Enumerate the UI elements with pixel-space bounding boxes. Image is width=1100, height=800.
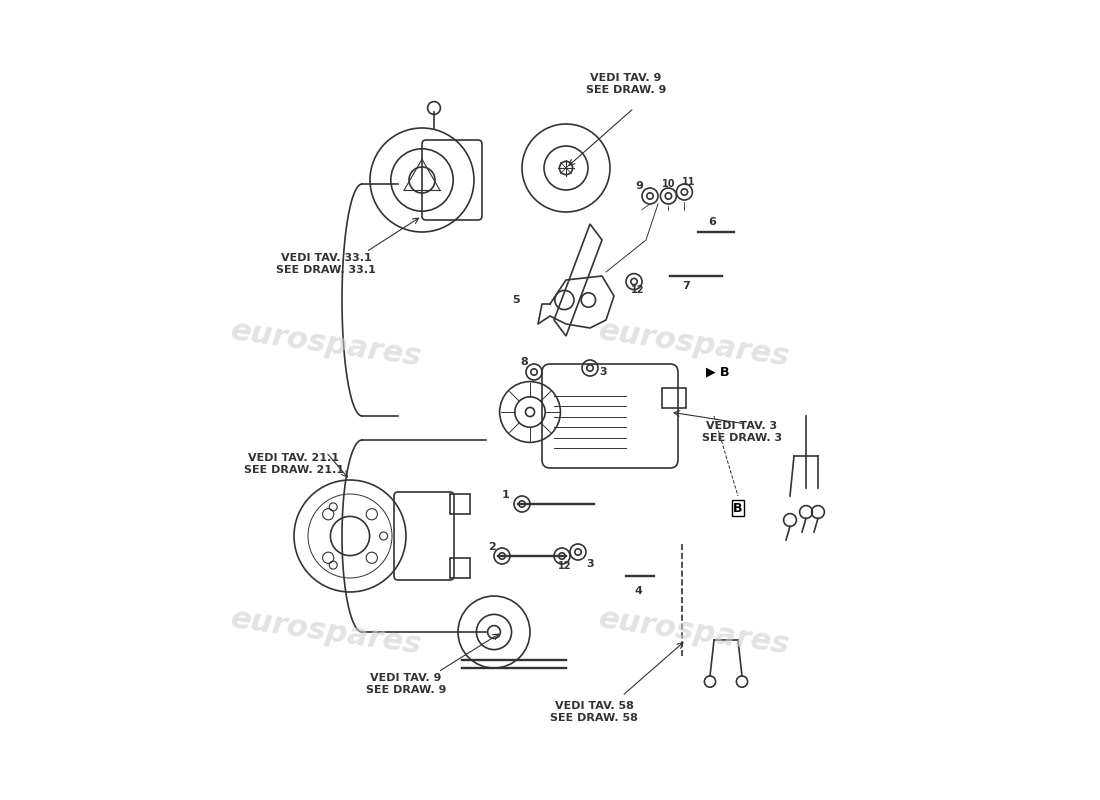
Text: 12: 12 — [558, 561, 571, 570]
Text: VEDI TAV. 21.1
SEE DRAW. 21.1: VEDI TAV. 21.1 SEE DRAW. 21.1 — [244, 453, 344, 475]
Text: 2: 2 — [487, 542, 495, 552]
Text: VEDI TAV. 9
SEE DRAW. 9: VEDI TAV. 9 SEE DRAW. 9 — [366, 674, 447, 694]
Text: eurospares: eurospares — [229, 604, 424, 660]
Text: eurospares: eurospares — [229, 316, 424, 372]
Text: 9: 9 — [636, 181, 644, 190]
Text: VEDI TAV. 58
SEE DRAW. 58: VEDI TAV. 58 SEE DRAW. 58 — [550, 701, 638, 723]
Text: VEDI TAV. 9
SEE DRAW. 9: VEDI TAV. 9 SEE DRAW. 9 — [586, 74, 667, 94]
Text: 6: 6 — [708, 218, 716, 227]
Text: ▶ B: ▶ B — [706, 366, 729, 378]
Text: VEDI TAV. 3
SEE DRAW. 3: VEDI TAV. 3 SEE DRAW. 3 — [702, 421, 782, 443]
Text: 1: 1 — [502, 490, 510, 500]
Text: 12: 12 — [631, 286, 645, 295]
Text: 7: 7 — [682, 281, 690, 290]
Text: 11: 11 — [682, 177, 695, 186]
Bar — [450, 558, 470, 578]
Text: eurospares: eurospares — [596, 316, 792, 372]
Text: VEDI TAV. 33.1
SEE DRAW. 33.1: VEDI TAV. 33.1 SEE DRAW. 33.1 — [276, 253, 376, 274]
Bar — [662, 388, 686, 408]
Bar — [450, 494, 470, 514]
Text: eurospares: eurospares — [596, 604, 792, 660]
Text: 3: 3 — [600, 367, 607, 377]
Text: 3: 3 — [586, 559, 594, 569]
Text: 4: 4 — [634, 586, 642, 595]
Text: 5: 5 — [513, 295, 520, 305]
Text: 10: 10 — [661, 179, 675, 189]
Text: B: B — [734, 502, 742, 514]
Text: 8: 8 — [520, 357, 528, 366]
